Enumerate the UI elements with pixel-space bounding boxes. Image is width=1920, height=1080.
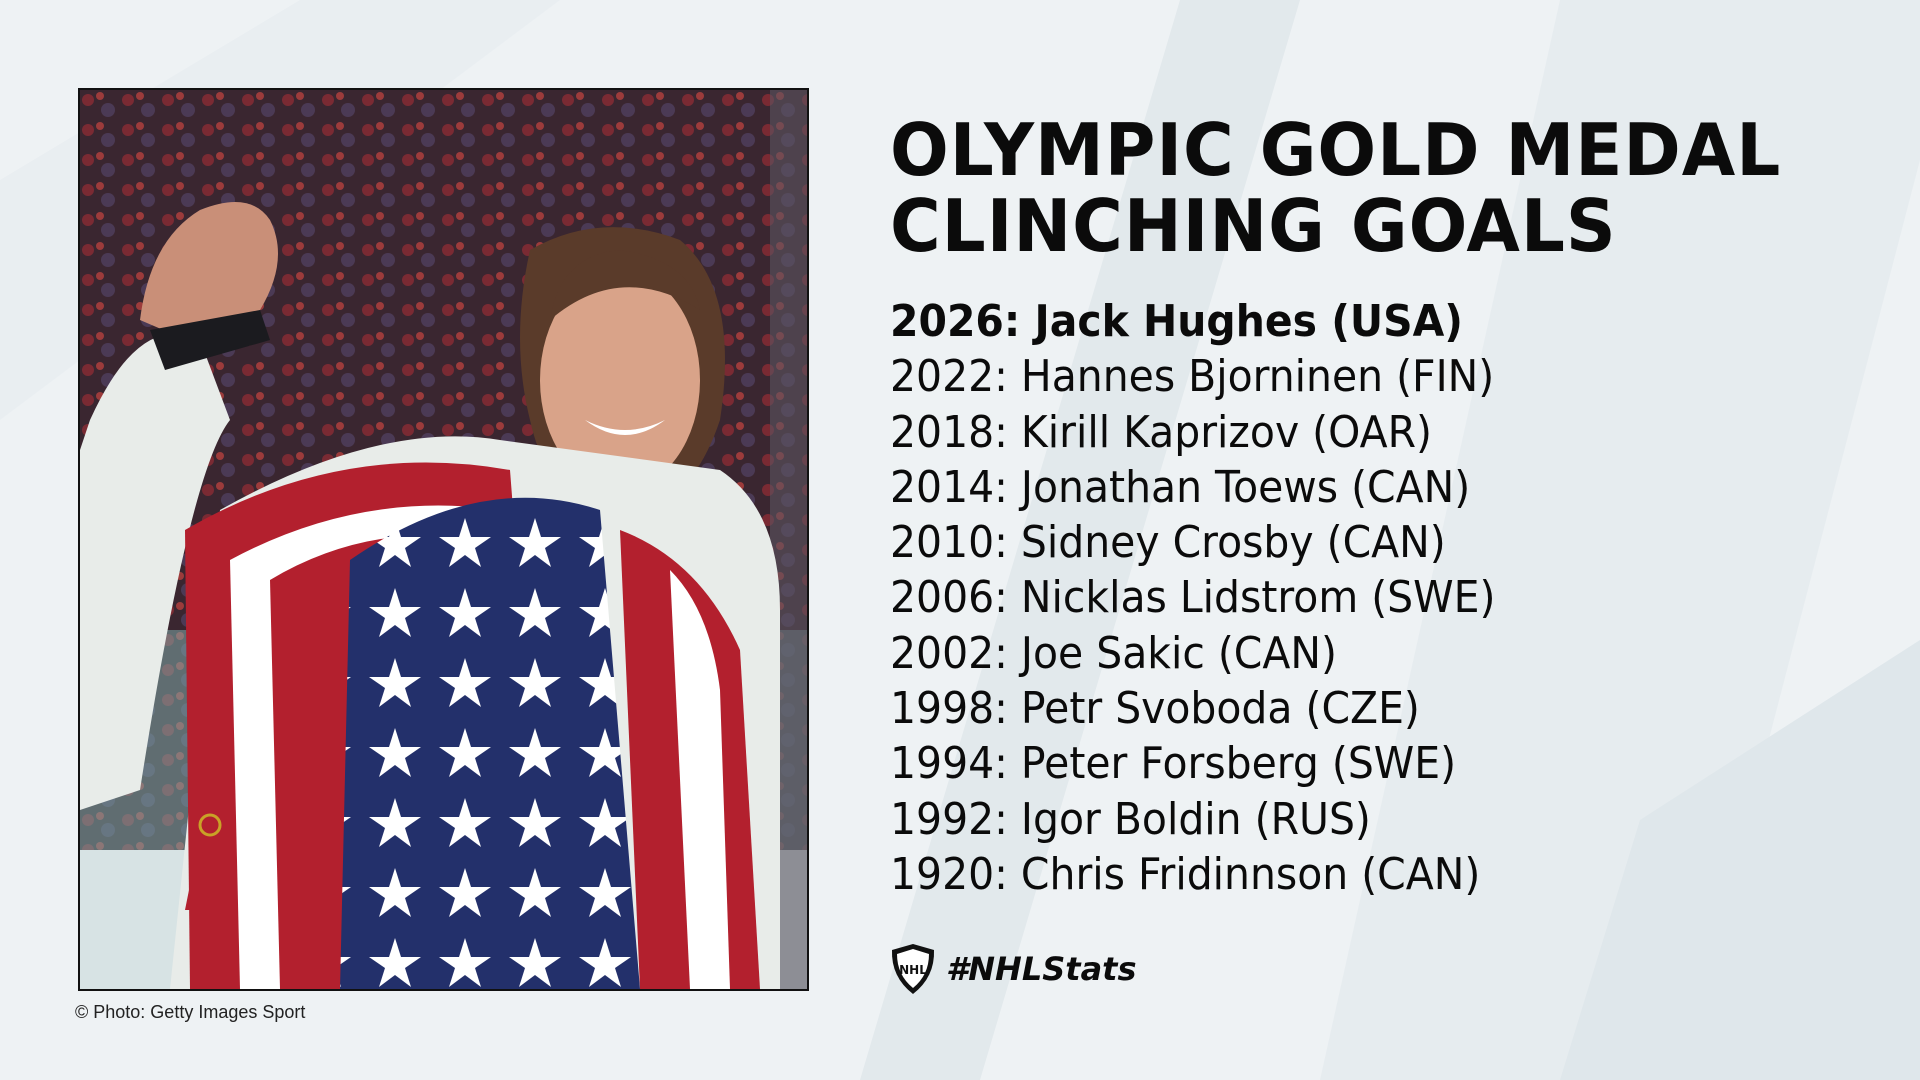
goal-item: 2018: Kirill Kaprizov (OAR) bbox=[890, 406, 1433, 458]
goal-item: 2010: Sidney Crosby (CAN) bbox=[890, 517, 1446, 569]
goal-item: 1994: Peter Forsberg (SWE) bbox=[890, 738, 1457, 790]
player-photo-illustration bbox=[80, 90, 807, 989]
title-line-1: OLYMPIC GOLD MEDAL bbox=[890, 108, 1782, 192]
goal-item: 1992: Igor Boldin (RUS) bbox=[890, 793, 1371, 845]
player-photo bbox=[78, 88, 809, 991]
title-line-2: CLINCHING GOALS bbox=[890, 184, 1617, 268]
goal-item: 2006: Nicklas Lidstrom (SWE) bbox=[890, 572, 1496, 624]
nhl-stats-brand: NHL #NHLStats bbox=[890, 943, 1137, 995]
photo-credit: © Photo: Getty Images Sport bbox=[75, 1002, 306, 1022]
goal-item: 2026: Jack Hughes (USA) bbox=[890, 296, 1463, 347]
goal-item: 2014: Jonathan Toews (CAN) bbox=[890, 461, 1471, 513]
page-title: OLYMPIC GOLD MEDAL CLINCHING GOALS bbox=[890, 112, 1781, 264]
goal-item: 1998: Petr Svoboda (CZE) bbox=[890, 683, 1420, 735]
nhl-shield-icon: NHL bbox=[891, 944, 935, 994]
goal-item: 1920: Chris Fridinnson (CAN) bbox=[890, 848, 1481, 900]
goal-item: 2022: Hannes Bjorninen (FIN) bbox=[890, 351, 1495, 403]
hashtag: #NHLStats bbox=[946, 950, 1137, 988]
nhl-logo-text: NHL bbox=[899, 963, 927, 977]
goal-item: 2002: Joe Sakic (CAN) bbox=[890, 627, 1337, 679]
goals-list: 2026: Jack Hughes (USA) 2022: Hannes Bjo… bbox=[890, 294, 1541, 902]
